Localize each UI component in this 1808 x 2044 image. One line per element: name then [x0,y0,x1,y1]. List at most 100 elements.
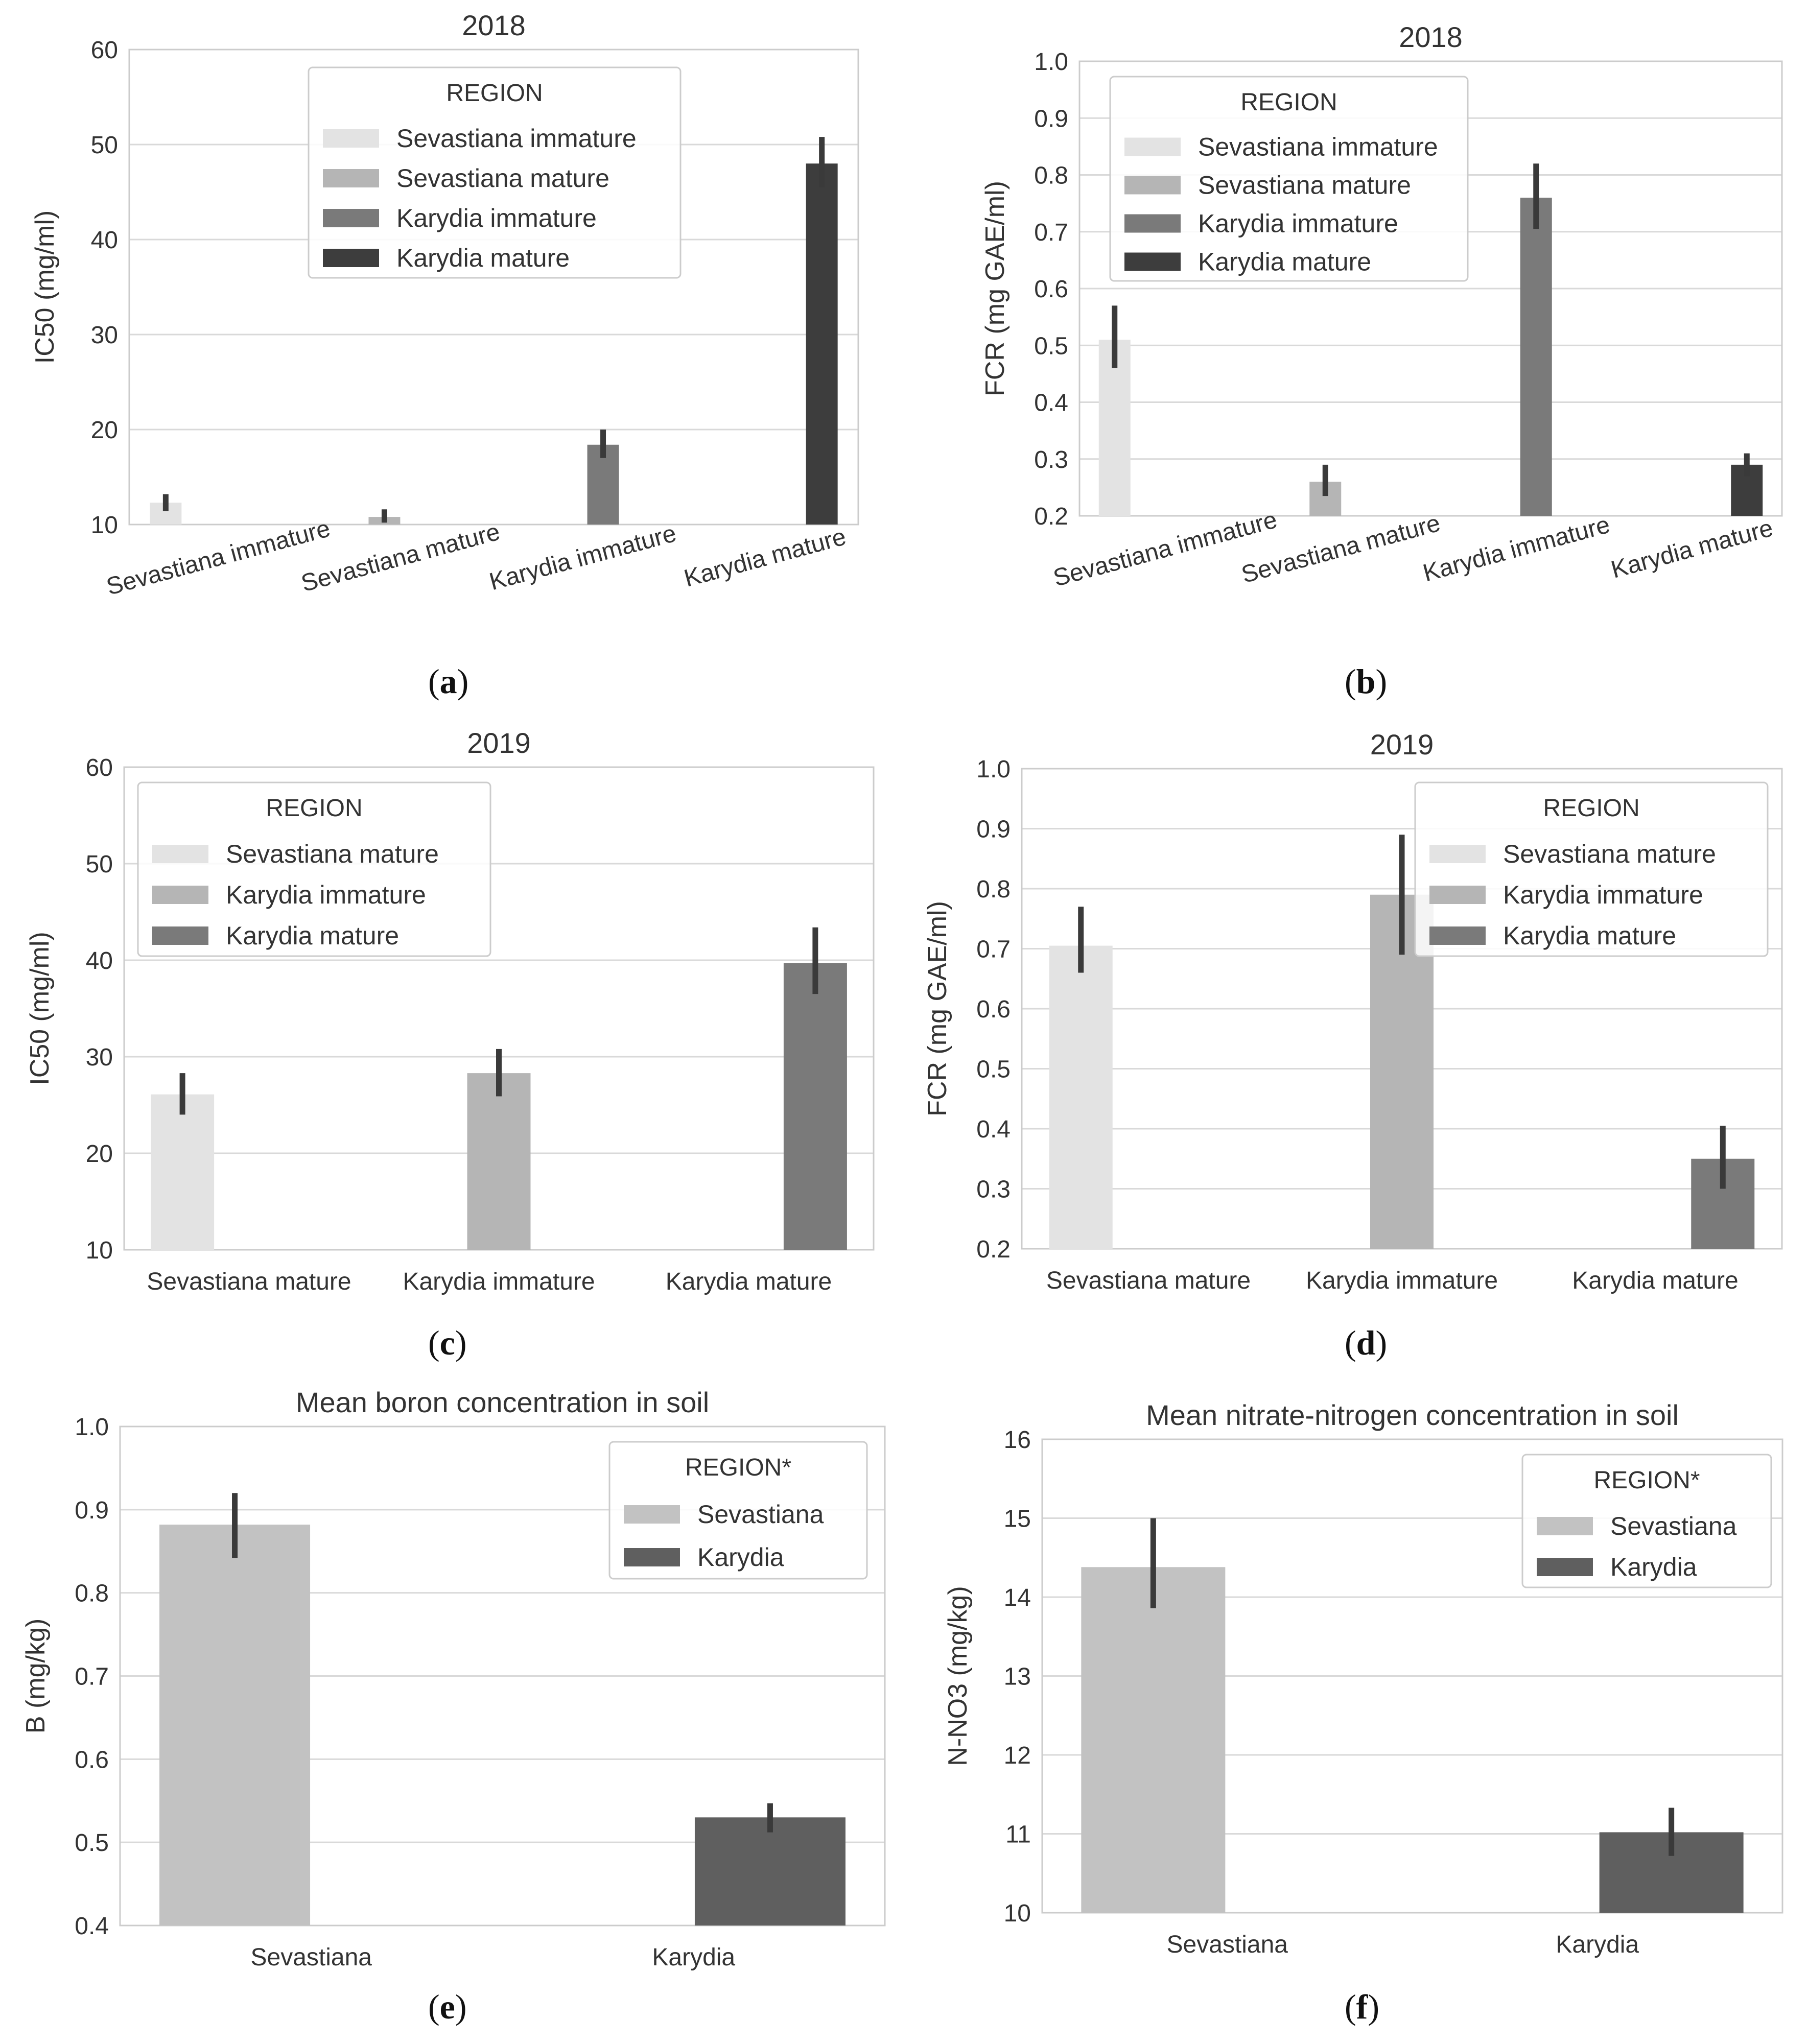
y-tick-label: 40 [91,227,118,254]
chart-panel-b: 0.2 0.3 0.4 0.5 0.6 0.7 0.8 0.9 1.0 Sevastiana im… [904,0,1808,679]
bar [1520,198,1552,516]
x-tick-label: Karydia [652,1944,735,1971]
x-tick-label: Karydia mature [1572,1267,1738,1294]
legend-swatch [1124,252,1181,271]
y-tick-label: 0.9 [976,816,1011,843]
y-tick-label: 0.4 [75,1913,109,1940]
legend: REGION Sevastiana mature Karydia immature K… [1414,781,1769,957]
x-tick-label: Sevastiana immature [104,515,333,601]
chart-panel-a: 10 20 30 40 50 60 Sevastiana immature Sevastian… [0,0,904,679]
plot-frame [1041,1438,1783,1914]
y-tick-label: 0.6 [1034,276,1068,303]
plot-frame [1078,60,1783,517]
x-tick-label: Karydia immature [1420,511,1613,587]
chart-panel-f: 10 11 12 13 14 15 16 Sevastiana Karydia Mean nitr… [904,1374,1808,2044]
legend-frame [1109,76,1469,282]
legend-entry: Karydia mature [1503,921,1676,950]
y-axis-label: B (mg/kg) [21,1619,51,1733]
legend-entry: Sevastiana immature [1198,133,1438,161]
y-tick-label: 30 [91,322,118,349]
legend-entry: Karydia immature [396,204,597,232]
x-tick-label: Sevastiana mature [147,1268,351,1295]
legend: REGION Sevastiana mature Karydia immature K… [137,781,491,957]
y-tick-label: 0.7 [75,1663,109,1691]
caption-c: (c) [428,1323,467,1362]
y-tick-label: 60 [86,754,113,781]
y-tick-label: 1.0 [75,1414,109,1441]
y-tick-label: 50 [86,851,113,878]
chart-panel-d: 0.2 0.3 0.4 0.5 0.6 0.7 0.8 0.9 1.0 Sevastiana ma… [904,705,1808,1374]
chart-b: 0.2 0.3 0.4 0.5 0.6 0.7 0.8 0.9 1.0 Sevastiana im… [980,21,1783,592]
legend-title: REGION [1240,89,1337,116]
y-axis-label: N-NO3 (mg/kg) [943,1586,973,1766]
x-tick-label: Karydia mature [682,523,849,592]
legend-swatch [1429,886,1486,904]
legend-swatch [323,129,379,148]
legend-entry: Sevastiana [697,1500,824,1529]
legend-swatch [624,1548,680,1566]
y-tick-label: 15 [1004,1506,1031,1533]
y-tick-label: 1.0 [976,756,1011,783]
legend-swatch [1537,1517,1593,1535]
bar [159,1525,311,1926]
y-tick-label: 1.0 [1034,49,1068,76]
legend-entry: Karydia mature [226,921,399,950]
y-axis-label: FCR (mg GAE/ml) [923,901,952,1116]
legend-swatch [624,1505,680,1524]
y-tick-label: 0.8 [1034,162,1068,189]
legend-frame [608,1441,868,1580]
y-tick-label: 12 [1004,1742,1031,1769]
chart-e: 0.4 0.5 0.6 0.7 0.8 0.9 1.0 Sevastiana Karydia Me… [21,1386,886,1971]
y-tick-label: 0.6 [976,996,1011,1023]
legend-entry: Karydia [697,1543,784,1572]
x-tick-label: Karydia [1556,1931,1639,1958]
bar [1098,340,1131,516]
caption-a: (a) [428,662,469,701]
y-tick-label: 0.9 [75,1497,109,1524]
y-tick-label: 0.4 [976,1116,1011,1143]
legend-swatch [323,169,379,187]
bar [806,163,838,525]
chart-panel-c: 10 20 30 40 50 60 Sevastiana mature Karydia imm… [0,705,904,1374]
x-tick-label: Karydia mature [666,1268,832,1295]
chart-panel-e: 0.4 0.5 0.6 0.7 0.8 0.9 1.0 Sevastiana Karydia Me… [0,1374,904,2044]
y-tick-label: 16 [1004,1427,1031,1454]
y-tick-label: 0.9 [1034,105,1068,132]
chart-title: Mean boron concentration in soil [296,1386,709,1418]
y-tick-label: 0.8 [976,876,1011,903]
legend-entry: Karydia [1610,1553,1697,1581]
chart-c: 10 20 30 40 50 60 Sevastiana mature Karydia imm… [25,727,875,1295]
legend-frame [308,66,682,279]
x-tick-label: Karydia immature [486,520,679,596]
y-axis-label: IC50 (mg/ml) [30,210,60,364]
y-tick-label: 0.2 [976,1236,1011,1263]
chart-title: 2018 [462,9,526,41]
legend-title: REGION [266,795,362,822]
legend-entry: Sevastiana mature [1198,171,1411,200]
x-tick-label: Sevastiana mature [1046,1267,1251,1294]
legend-swatch [323,249,379,267]
caption-f: (f) [1345,1987,1379,2026]
y-tick-label: 60 [91,37,118,64]
plot-frame [128,49,859,526]
y-tick-label: 10 [91,512,118,539]
x-tick-label: Karydia immature [1306,1267,1498,1294]
legend: REGION Sevastiana immature Sevastiana matu… [308,66,682,279]
y-tick-label: 30 [86,1044,113,1071]
y-tick-label: 0.7 [976,936,1011,963]
caption-e: (e) [428,1987,467,2026]
y-axis-label: FCR (mg GAE/ml) [980,181,1010,396]
y-tick-label: 0.3 [976,1176,1011,1203]
legend-swatch [1537,1558,1593,1576]
legend-swatch [152,845,208,863]
legend-swatch [152,926,208,945]
y-axis-label: IC50 (mg/ml) [25,932,55,1085]
legend-swatch [1429,845,1486,863]
legend-swatch [323,209,379,227]
y-tick-label: 0.5 [976,1056,1011,1083]
legend-entry: Karydia immature [226,881,426,909]
y-tick-label: 0.6 [75,1746,109,1773]
y-tick-label: 20 [91,417,118,444]
legend-entry: Karydia mature [1198,248,1371,276]
x-tick-label: Sevastiana [1167,1931,1288,1958]
